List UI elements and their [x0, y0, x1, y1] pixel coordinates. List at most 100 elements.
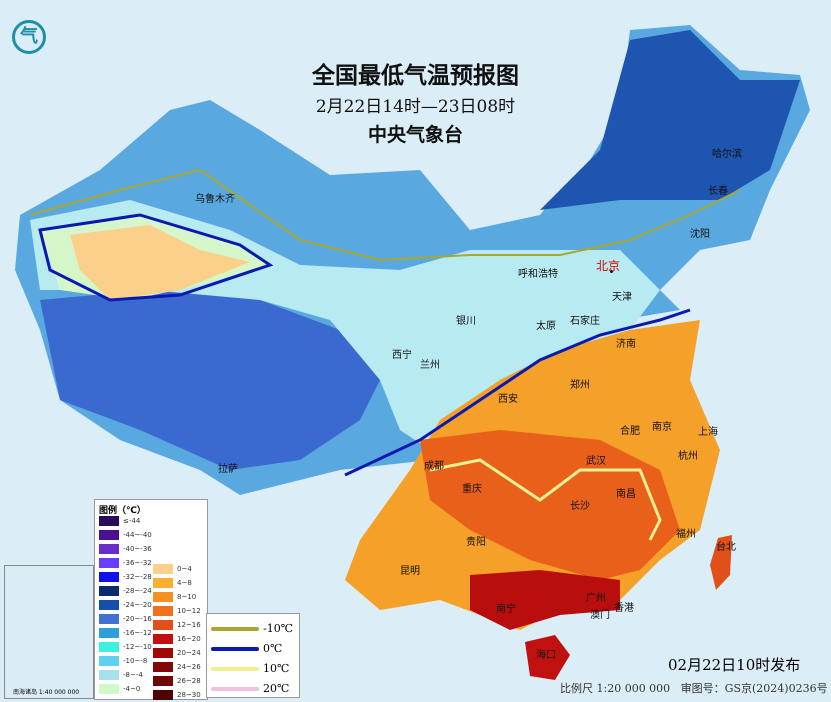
isoline-10c	[429, 458, 662, 541]
legend-swatch	[99, 516, 119, 526]
legend-swatch	[153, 662, 173, 672]
legend-swatch	[99, 600, 119, 610]
legend-label: 10~12	[177, 607, 201, 615]
city-label: 武汉	[586, 456, 606, 467]
legend-swatch	[99, 544, 119, 554]
legend-swatch	[153, 606, 173, 616]
isoline-legend: -10℃ 0℃ 10℃ 20℃	[206, 613, 300, 698]
city-label: 乌鲁木齐	[195, 194, 235, 205]
legend-label: 16~20	[177, 635, 201, 643]
city-label: 沈阳	[690, 229, 710, 240]
legend-label: 12~16	[177, 621, 201, 629]
isoline-0c	[344, 308, 691, 477]
legend-swatch	[99, 614, 119, 624]
legend-swatch	[99, 586, 119, 596]
city-label: 石家庄	[570, 316, 600, 327]
capital-marker	[610, 270, 613, 273]
city-label: 广州	[586, 593, 606, 604]
legend-label: -8~-4	[123, 671, 143, 679]
legend-label: -12~-10	[123, 643, 152, 651]
city-label: 南京	[652, 422, 672, 433]
city-label: 澳门	[590, 610, 610, 621]
legend-swatch	[99, 628, 119, 638]
isoline-swatch	[211, 687, 259, 691]
legend-swatch	[99, 572, 119, 582]
isoline-swatch	[211, 627, 259, 631]
city-label: 天津	[612, 292, 632, 303]
city-label: 济南	[616, 339, 636, 350]
legend-label: -36~-32	[123, 559, 152, 567]
isoline-label: 0℃	[263, 642, 283, 655]
legend-label: -10~-8	[123, 657, 148, 665]
city-label: 银川	[456, 316, 476, 327]
legend-swatch	[99, 558, 119, 568]
map-scale: 比例尺 1:20 000 000	[560, 682, 671, 695]
legend-label: 28~30	[177, 691, 201, 699]
region-hainan	[525, 635, 570, 680]
region-tibet-cold	[40, 290, 380, 470]
region-deep-cold-ne	[540, 30, 800, 210]
isoline-0c-xinjiang	[38, 213, 274, 302]
south-china-sea-inset: 南海诸岛 1:40 000 000	[4, 565, 94, 699]
city-label: 台北	[716, 542, 736, 553]
isoline-swatch	[211, 647, 259, 651]
city-label: 上海	[698, 427, 718, 438]
forecast-period: 2月22日14时—23日08时	[315, 97, 516, 117]
legend-label: -4~0	[123, 685, 141, 693]
legend-swatch	[99, 530, 119, 540]
legend-swatch	[99, 656, 119, 666]
city-label: 合肥	[620, 426, 640, 437]
legend-label: ≤-44	[123, 517, 141, 525]
legend-swatch	[99, 684, 119, 694]
city-label: 太原	[536, 321, 556, 332]
legend-title: 图例（℃）	[99, 506, 146, 516]
city-label: 重庆	[462, 484, 482, 495]
legend-label: -24~-20	[123, 601, 152, 609]
map-footer: 比例尺 1:20 000 000 审图号：GS京(2024)0236号	[560, 680, 828, 696]
legend-label: 4~8	[177, 579, 192, 587]
city-label: 香港	[614, 603, 634, 614]
city-label: 杭州	[678, 451, 698, 462]
isoline-label: -10℃	[263, 622, 294, 635]
isoline-label: 10℃	[263, 662, 290, 675]
isoline-minus10c	[29, 168, 741, 262]
legend-swatch	[153, 578, 173, 588]
legend-swatch	[99, 642, 119, 652]
isoline-swatch	[211, 667, 259, 671]
city-label: 贵阳	[466, 537, 486, 548]
isoline-label: 20℃	[263, 682, 290, 695]
city-label: 昆明	[400, 566, 420, 577]
issue-time: 02月22日10时发布	[668, 656, 801, 674]
region-hot-south	[420, 430, 680, 580]
map-approval-number: 审图号：GS京(2024)0236号	[680, 682, 828, 695]
city-label: 西安	[498, 394, 518, 405]
city-label: 西宁	[392, 350, 412, 361]
city-label: 兰州	[420, 360, 440, 371]
cma-logo: 气	[12, 20, 46, 54]
region-taiwan	[710, 535, 732, 590]
city-label: 海口	[536, 650, 556, 661]
legend-swatch	[153, 592, 173, 602]
legend-swatch	[153, 648, 173, 658]
legend-label: -40~-36	[123, 545, 152, 553]
legend-label: 24~26	[177, 663, 201, 671]
city-label-capital: 北京	[596, 259, 621, 273]
city-label: 福州	[676, 529, 696, 540]
inset-caption: 南海诸岛 1:40 000 000	[13, 689, 80, 696]
region-very-hot-south	[470, 570, 620, 630]
legend-label: -32~-28	[123, 573, 152, 581]
legend-swatch	[153, 634, 173, 644]
city-label: 郑州	[570, 380, 590, 391]
city-label: 南昌	[616, 489, 636, 500]
legend-label: -28~-24	[123, 587, 152, 595]
legend-label: 26~28	[177, 677, 201, 685]
legend-label: -44~-40	[123, 531, 152, 539]
city-label: 拉萨	[218, 464, 238, 475]
city-label: 成都	[424, 461, 444, 472]
legend-swatch	[153, 676, 173, 686]
legend-label: -20~-16	[123, 615, 152, 623]
city-label: 长沙	[570, 501, 590, 512]
legend-label: 20~24	[177, 649, 201, 657]
region-tarim-warm	[70, 225, 250, 300]
